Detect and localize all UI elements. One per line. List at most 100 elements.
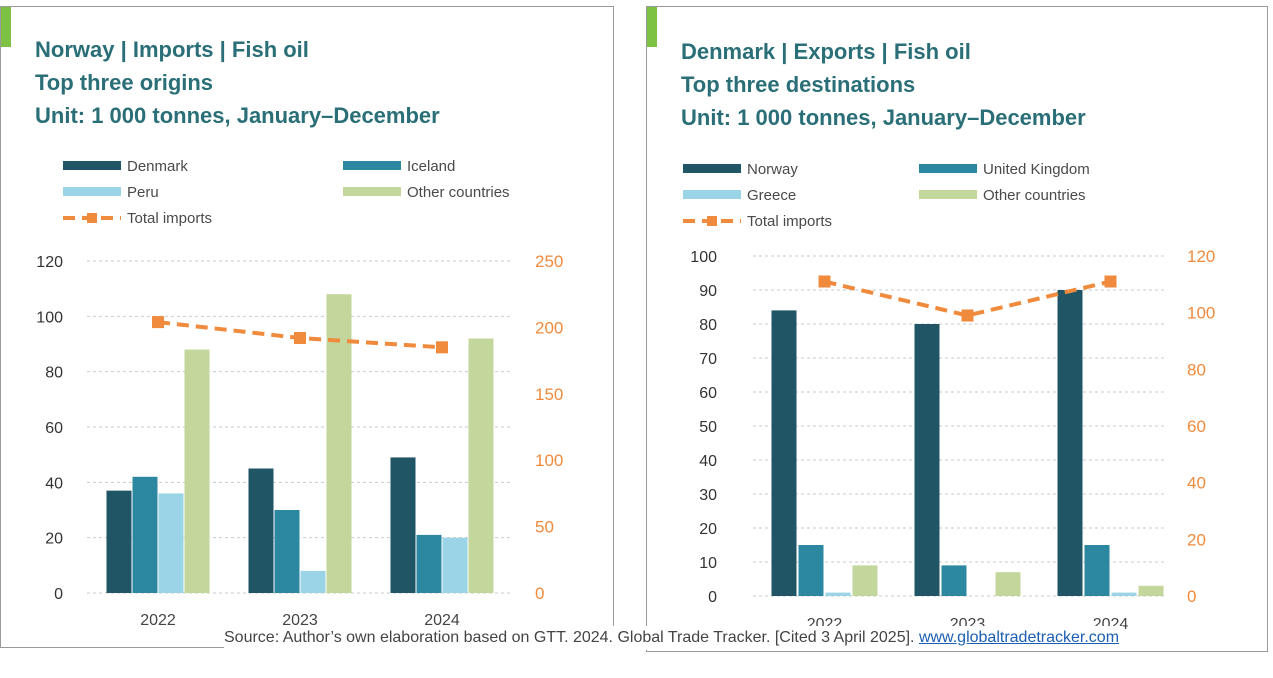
legend-label: Norway bbox=[747, 161, 798, 178]
y-tick-label: 0 bbox=[54, 586, 63, 603]
legend-label: Total imports bbox=[127, 210, 212, 227]
bar-peru bbox=[158, 493, 184, 593]
legend-label: Other countries bbox=[407, 184, 510, 201]
source-link[interactable]: www.globaltradetracker.com bbox=[918, 629, 1120, 646]
y2-tick-label: 150 bbox=[535, 385, 563, 404]
y-tick-label: 80 bbox=[699, 317, 717, 334]
bar-denmark bbox=[248, 468, 274, 593]
accent-bar bbox=[647, 7, 657, 47]
legend-swatch bbox=[343, 187, 401, 196]
source-text: Source: Author’s own elaboration based o… bbox=[224, 629, 915, 646]
bar-norway bbox=[1057, 290, 1083, 596]
bar-united-kingdom bbox=[798, 545, 824, 596]
bar-denmark bbox=[390, 457, 416, 593]
y-tick-label: 0 bbox=[708, 589, 717, 606]
y2-tick-label: 100 bbox=[1187, 304, 1215, 323]
legend-label: Peru bbox=[127, 184, 159, 201]
y-tick-label: 10 bbox=[699, 555, 717, 572]
norway-imports-chart: 0 20 40 60 80 100 120 0 50 100 150 200 250 2022 2023 20… bbox=[36, 158, 563, 629]
title-line-1: Norway | Imports | Fish oil bbox=[35, 37, 309, 62]
legend-label: Denmark bbox=[127, 158, 188, 175]
legend-swatch bbox=[683, 164, 741, 173]
legend-label: Total imports bbox=[747, 213, 832, 230]
y-tick-label: 20 bbox=[699, 521, 717, 538]
y-tick-label: 20 bbox=[45, 531, 63, 548]
marker-total-imports bbox=[818, 275, 831, 288]
source-note: Source: Author’s own elaboration based o… bbox=[224, 626, 1124, 650]
title-line-3: Unit: 1 000 tonnes, January–December bbox=[35, 103, 440, 128]
bar-norway bbox=[771, 310, 797, 596]
marker-total-imports bbox=[436, 341, 448, 354]
y2-tick-label: 0 bbox=[535, 584, 544, 603]
y-tick-label: 70 bbox=[699, 351, 717, 368]
y2-tick-label: 20 bbox=[1187, 530, 1206, 549]
x-tick-label: 2022 bbox=[140, 612, 176, 629]
y-tick-label: 30 bbox=[699, 487, 717, 504]
chart-title: Norway | Imports | Fish oil Top three or… bbox=[35, 33, 440, 132]
title-line-2: Top three origins bbox=[35, 70, 214, 95]
bar-other-countries bbox=[1138, 585, 1164, 596]
bar-denmark bbox=[106, 490, 132, 593]
accent-bar bbox=[1, 7, 11, 47]
legend-swatch bbox=[919, 190, 977, 199]
chart-panel-denmark-exports: Denmark | Exports | Fish oil Top three d… bbox=[646, 6, 1268, 652]
y2-tick-label: 250 bbox=[535, 252, 563, 271]
bar-peru bbox=[442, 537, 468, 593]
x-tick-label: 2023 bbox=[282, 612, 318, 629]
marker-total-imports bbox=[152, 316, 164, 329]
y-tick-label: 120 bbox=[36, 254, 63, 271]
y2-tick-label: 100 bbox=[535, 451, 563, 470]
y-tick-label: 90 bbox=[699, 283, 717, 300]
denmark-exports-chart: 0102030405060708090100020406080100120202… bbox=[683, 161, 1215, 633]
y2-tick-label: 80 bbox=[1187, 360, 1206, 379]
title-line-1: Denmark | Exports | Fish oil bbox=[681, 39, 971, 64]
chart-panel-norway-imports: Norway | Imports | Fish oil Top three or… bbox=[0, 6, 614, 648]
y-tick-label: 100 bbox=[36, 309, 63, 326]
y2-tick-label: 0 bbox=[1187, 587, 1196, 606]
marker-total-imports bbox=[1104, 275, 1117, 288]
legend-label: Greece bbox=[747, 187, 796, 204]
y-tick-label: 50 bbox=[699, 419, 717, 436]
bar-iceland bbox=[132, 476, 158, 593]
x-tick-label: 2024 bbox=[424, 612, 460, 629]
bar-greece bbox=[825, 592, 851, 596]
y2-tick-label: 120 bbox=[1187, 247, 1215, 266]
y2-tick-label: 40 bbox=[1187, 474, 1206, 493]
legend-swatch bbox=[343, 161, 401, 170]
y-tick-label: 80 bbox=[45, 365, 63, 382]
title-line-3: Unit: 1 000 tonnes, January–December bbox=[681, 105, 1086, 130]
y2-tick-label: 50 bbox=[535, 518, 554, 537]
y-tick-label: 60 bbox=[699, 385, 717, 402]
bar-other-countries bbox=[184, 349, 210, 593]
bar-united-kingdom bbox=[1084, 545, 1110, 596]
legend-swatch bbox=[683, 190, 741, 199]
y-tick-label: 40 bbox=[699, 453, 717, 470]
y2-tick-label: 200 bbox=[535, 318, 563, 337]
legend-swatch-marker bbox=[707, 216, 717, 226]
legend-swatch-marker bbox=[87, 213, 97, 223]
line-total-imports bbox=[824, 279, 1111, 318]
legend-swatch bbox=[63, 161, 121, 170]
bar-united-kingdom bbox=[941, 565, 967, 596]
legend-label: United Kingdom bbox=[983, 161, 1090, 178]
title-line-2: Top three destinations bbox=[681, 72, 916, 97]
bar-other-countries bbox=[852, 565, 878, 596]
bar-peru bbox=[300, 570, 326, 593]
legend-swatch bbox=[919, 164, 977, 173]
y-tick-label: 100 bbox=[690, 249, 717, 266]
legend-swatch bbox=[63, 187, 121, 196]
y-tick-label: 40 bbox=[45, 475, 63, 492]
bar-norway bbox=[914, 324, 940, 596]
y2-tick-label: 60 bbox=[1187, 417, 1206, 436]
legend-label: Iceland bbox=[407, 158, 455, 175]
bar-other-countries bbox=[468, 338, 494, 593]
marker-total-imports bbox=[961, 309, 974, 322]
bar-iceland bbox=[416, 534, 442, 593]
legend-label: Other countries bbox=[983, 187, 1086, 204]
bar-other-countries bbox=[326, 294, 352, 593]
bar-other-countries bbox=[995, 572, 1021, 596]
bar-greece bbox=[1111, 592, 1137, 596]
marker-total-imports bbox=[294, 332, 306, 345]
bar-iceland bbox=[274, 510, 300, 593]
chart-title: Denmark | Exports | Fish oil Top three d… bbox=[681, 35, 1086, 134]
